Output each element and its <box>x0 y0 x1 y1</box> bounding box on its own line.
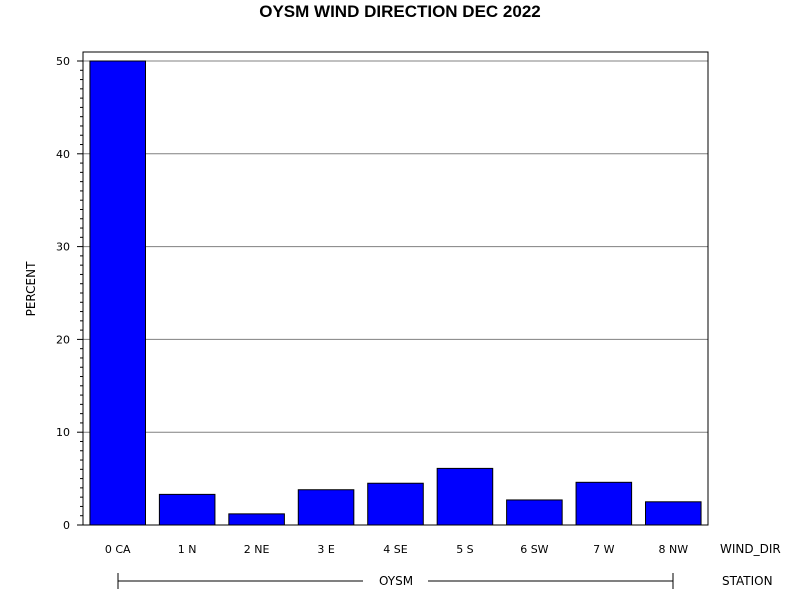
bar-6-sw <box>506 499 563 526</box>
station-group: OYSM <box>117 573 674 589</box>
bar-8-nw <box>645 501 702 526</box>
y-tick-label: 0 <box>63 519 70 532</box>
bars <box>89 60 702 526</box>
station-group-label: OYSM <box>379 574 413 588</box>
x-tick-label: 4 SE <box>383 543 407 556</box>
y-tick-label: 40 <box>56 148 70 161</box>
grid-lines <box>83 60 708 433</box>
x-tick-label: 7 W <box>593 543 614 556</box>
bar-7-w <box>575 481 633 526</box>
y-tick-label: 50 <box>56 55 70 68</box>
x-tick-label: 6 SW <box>520 543 548 556</box>
bar-3-e <box>297 489 355 526</box>
station-axis-label: STATION <box>722 574 773 588</box>
y-tick-label: 20 <box>56 333 70 346</box>
x-tick-label: 3 E <box>317 543 334 556</box>
bar-0-ca <box>89 60 146 526</box>
plot-frame <box>82 51 709 526</box>
chart-title: OYSM WIND DIRECTION DEC 2022 <box>259 2 541 21</box>
bar-2-ne <box>228 513 285 526</box>
x-axis: 0 CA 1 N 2 NE 3 E 4 SE 5 S 6 SW 7 W 8 NW <box>105 543 688 556</box>
x-tick-label: 0 CA <box>105 543 131 556</box>
y-tick-label: 10 <box>56 426 70 439</box>
x-tick-label: 1 N <box>178 543 197 556</box>
y-axis: 0 10 20 30 40 50 <box>56 55 83 532</box>
x-tick-label: 5 S <box>456 543 473 556</box>
y-axis-label: PERCENT <box>24 261 38 316</box>
y-tick-label: 30 <box>56 241 70 254</box>
bar-4-se <box>367 482 424 526</box>
x-tick-label: 8 NW <box>658 543 688 556</box>
x-tick-label: 2 NE <box>244 543 270 556</box>
bar-5-s <box>436 467 494 526</box>
x-axis-label: WIND_DIR <box>720 542 781 556</box>
bar-1-n <box>158 493 216 526</box>
